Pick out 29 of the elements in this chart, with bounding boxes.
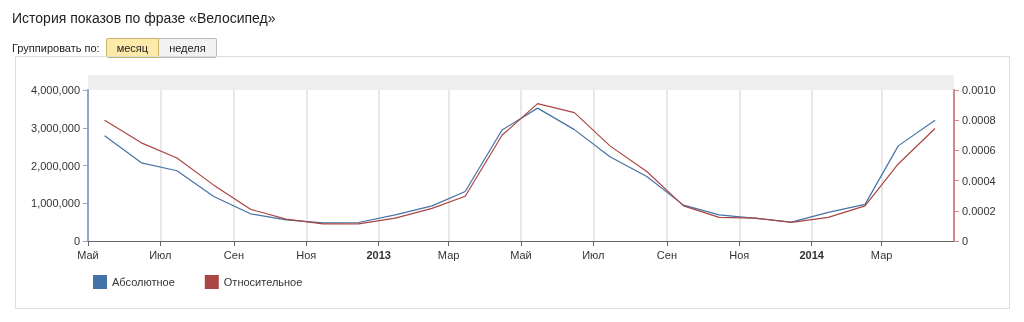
y2-tick-label: 0 [962,235,969,247]
y2-tick-label: 0.0004 [962,174,996,187]
y-tick-label: 0 [73,235,80,247]
x-tick-label: Сен [223,248,244,261]
y2-tick-label: 0.0008 [962,114,996,127]
y-tick-label: 3,000,000 [31,121,80,134]
x-tick-label: Мар [870,248,893,261]
y-tick-label: 4,000,000 [31,84,80,96]
x-tick-label: Мар [437,248,460,261]
legend-label: Абсолютное [112,276,175,288]
y2-tick-label: 0.0010 [962,84,996,96]
y-tick-label: 1,000,000 [31,197,80,210]
x-tick-label: Июл [149,248,172,261]
x-tick-label: Май [77,248,99,261]
x-tick-label: 2014 [799,248,825,261]
toggle-button: месяц [105,38,160,58]
y2-tick-label: 0.0002 [962,204,996,217]
x-tick-label: 2013 [366,248,391,261]
x-tick-label: Сен [656,248,677,261]
x-tick-label: Ноя [296,248,317,261]
x-tick-label: Ноя [729,248,750,261]
y-tick-label: 2,000,000 [31,159,80,172]
toggle-button: неделя [159,38,217,58]
legend-label: Относительное [223,276,303,288]
y2-tick-label: 0.0006 [962,144,996,157]
text: Группировать по: [12,42,100,54]
x-tick-label: Май [510,248,532,261]
x-tick-label: Июл [582,248,605,261]
chart-title: История показов по фразе «Велосипед» [12,10,276,26]
